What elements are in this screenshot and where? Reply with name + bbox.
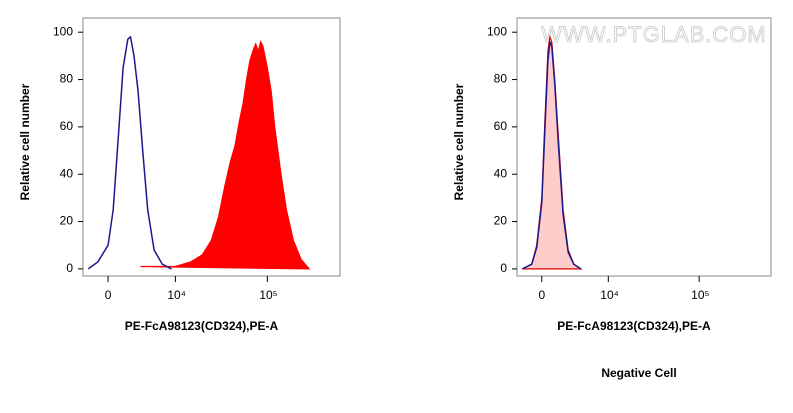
y-tick-label: 20 [494,214,508,228]
y-tick-label: 80 [60,72,74,86]
y-tick-label: 40 [60,166,74,180]
x-tick-label: 0 [538,288,545,302]
histogram-line [521,41,582,270]
x-tick-label: 10⁴ [600,288,619,302]
x-tick-label: 10⁴ [167,288,186,302]
y-tick-label: 80 [494,72,508,86]
y-axis-title: Relative cell number [18,83,32,200]
x-tick-label: 10⁵ [259,288,277,302]
x-tick-label: 0 [105,288,112,302]
x-axis-title: PE-FcA98123(CD324),PE-A [557,319,711,333]
y-tick-label: 0 [500,261,507,275]
y-tick-label: 100 [53,24,73,38]
y-tick-label: 20 [60,214,74,228]
y-tick-label: 60 [60,119,74,133]
histogram-area [140,39,311,270]
watermark: WWW.PTGLAB.COM [541,22,766,47]
y-axis-title: Relative cell number [452,83,466,200]
plot-frame [82,17,341,277]
histogram-area [522,34,583,270]
y-tick-label: 40 [494,166,508,180]
y-tick-label: 100 [487,24,507,38]
x-tick-label: 10⁵ [691,288,709,302]
x-axis-title: PE-FcA98123(CD324),PE-A [125,319,279,333]
y-tick-label: 0 [66,261,73,275]
histogram-line [87,35,172,270]
plot-frame [516,17,772,277]
y-tick-label: 60 [494,119,508,133]
subtitle: Negative Cell [601,366,676,380]
